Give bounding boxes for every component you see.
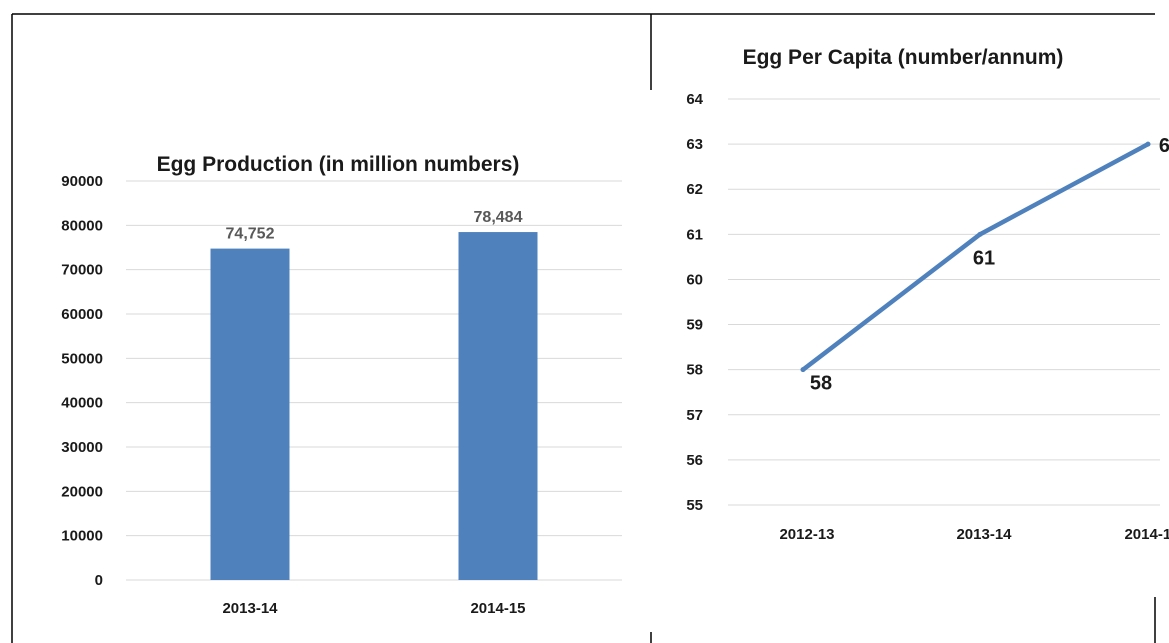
bar-2014-15 [458, 232, 538, 580]
bar-y-tick-label: 10000 [61, 528, 103, 545]
line-y-tick-label: 57 [686, 407, 703, 424]
bar-value-label: 78,484 [474, 209, 523, 226]
bar-y-tick-label: 30000 [61, 439, 103, 456]
bar-y-tick-label: 40000 [61, 395, 103, 412]
bar-y-tick-label: 80000 [61, 217, 103, 234]
bar-y-tick-label: 0 [95, 572, 103, 589]
line-point-2014-15 [1145, 141, 1151, 147]
egg-production-chart-title: Egg Production (in million numbers) [157, 153, 520, 176]
line-y-tick-label: 59 [686, 317, 703, 334]
bar-2013-14 [210, 248, 290, 580]
line-y-tick-label: 61 [686, 226, 703, 243]
line-value-label: 61 [973, 247, 995, 269]
line-y-tick-label: 60 [686, 271, 703, 288]
egg-production-bar-chart: 0 10000 20000 30000 40000 50000 60000 70000 8000… [61, 173, 622, 617]
line-value-label: 58 [810, 373, 832, 395]
bar-y-tick-label: 70000 [61, 262, 103, 279]
line-y-tick-label: 56 [686, 452, 703, 469]
line-x-tick-label: 2014-15 [1124, 526, 1169, 543]
line-value-label: 63 [1159, 135, 1169, 157]
bar-y-tick-label: 60000 [61, 306, 103, 323]
line-y-tick-label: 63 [686, 136, 703, 153]
line-point-2013-14 [977, 231, 983, 237]
bar-y-tick-label: 90000 [61, 173, 103, 190]
bar-x-tick-label: 2013-14 [222, 600, 278, 617]
line-x-tick-label: 2012-13 [779, 526, 834, 543]
line-y-tick-label: 62 [686, 181, 703, 198]
line-point-2012-13 [800, 367, 806, 373]
line-y-tick-label: 55 [686, 497, 703, 514]
egg-per-capita-chart-title: Egg Per Capita (number/annum) [743, 46, 1064, 69]
bar-y-tick-label: 50000 [61, 350, 103, 367]
bar-y-tick-label: 20000 [61, 483, 103, 500]
bar-x-tick-label: 2014-15 [470, 600, 525, 617]
line-x-tick-label: 2013-14 [956, 526, 1012, 543]
egg-per-capita-line-chart: 55 56 57 58 59 60 61 62 63 64 58 61 63 2012-13 2013-14… [686, 91, 1169, 543]
line-y-tick-label: 58 [686, 362, 703, 379]
line-y-tick-label: 64 [686, 91, 703, 108]
bar-value-label: 74,752 [226, 226, 275, 243]
